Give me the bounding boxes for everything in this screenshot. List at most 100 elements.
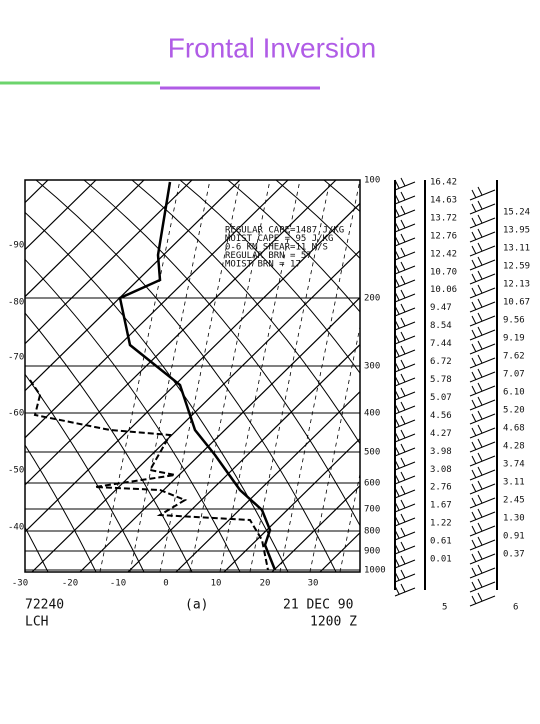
dry-adiabat	[25, 444, 97, 572]
mixing-ratio	[309, 324, 360, 572]
dry-adiabat	[25, 373, 145, 572]
index-text: MOIST BRN = 17	[225, 260, 301, 270]
column2-value: 2.45	[503, 496, 525, 506]
barb	[394, 205, 416, 219]
column1-value: 7.44	[430, 339, 452, 349]
barb	[469, 214, 496, 229]
barb	[469, 550, 496, 565]
column1-value: 2.76	[430, 483, 452, 493]
barb	[394, 387, 416, 401]
barb	[394, 177, 416, 191]
barb	[394, 457, 416, 471]
barb	[469, 508, 496, 523]
column1-value: 4.27	[430, 429, 452, 439]
isotherm	[175, 390, 360, 572]
barb	[394, 429, 416, 443]
isotherm	[25, 180, 97, 251]
column2-value: 13.95	[503, 226, 530, 236]
isotherm	[25, 202, 360, 533]
column2-value: 5.20	[503, 406, 525, 416]
barb	[394, 401, 416, 415]
pressure-label: 700	[364, 505, 380, 515]
barb	[469, 298, 496, 313]
barb	[394, 499, 416, 513]
barb	[469, 466, 496, 481]
pressure-label: 900	[364, 547, 380, 557]
temperature-label: -20	[62, 579, 78, 589]
barb	[469, 522, 496, 537]
barb	[394, 513, 416, 527]
barb	[469, 438, 496, 453]
barb	[469, 592, 496, 607]
pressure-label: 200	[364, 294, 380, 304]
station: 72240	[25, 598, 64, 613]
column1-value: 5.07	[430, 393, 452, 403]
barb	[469, 480, 496, 495]
column2-value: 6	[513, 603, 518, 613]
temperature-label: -40	[8, 523, 24, 533]
barb	[469, 424, 496, 439]
isotherm	[127, 343, 360, 572]
dry-adiabat	[131, 180, 360, 445]
barb	[469, 368, 496, 383]
mixing-ratio	[189, 180, 271, 572]
temperature-label: -50	[8, 466, 24, 476]
column1-value: 12.42	[430, 249, 457, 259]
barb	[394, 443, 416, 457]
column1-value: 12.76	[430, 231, 457, 241]
column1-value: 3.08	[430, 465, 452, 475]
column1-value: 8.54	[430, 321, 452, 331]
column1-value: 14.63	[430, 195, 457, 205]
barb	[469, 326, 496, 341]
barb	[394, 303, 416, 317]
column1-value: 13.72	[430, 213, 457, 223]
dewpoint-profile	[29, 379, 269, 571]
time: 1200 Z	[310, 615, 357, 630]
barb	[469, 186, 496, 201]
mixing-ratio	[279, 180, 360, 572]
temperature-label: -80	[8, 298, 24, 308]
mixing-ratio	[339, 471, 360, 572]
barb	[394, 555, 416, 569]
barb	[469, 494, 496, 509]
column2-value: 3.11	[503, 478, 525, 488]
barb	[469, 410, 496, 425]
isotherm	[25, 180, 193, 345]
barb	[394, 233, 416, 247]
barb	[469, 270, 496, 285]
column2-value: 12.13	[503, 280, 530, 290]
index-text: MOIST CAPE = 95 J/KG	[225, 234, 333, 244]
isotherm	[79, 296, 360, 572]
dry-adiabat	[179, 180, 360, 374]
pressure-label: 500	[364, 448, 380, 458]
column2-value: 4.28	[503, 442, 525, 452]
barb	[394, 191, 416, 205]
temperature-label: 10	[211, 579, 222, 589]
barb	[469, 256, 496, 271]
column1-value: 4.56	[430, 411, 452, 421]
slide-title: Frontal Inversion	[168, 32, 377, 63]
isotherm	[31, 249, 360, 572]
temperature-label: 30	[308, 579, 319, 589]
column2-value: 0.37	[503, 550, 525, 560]
pressure-label: 600	[364, 479, 380, 489]
column1-value: 5	[442, 603, 447, 613]
dry-adiabat	[25, 312, 193, 572]
barb	[394, 485, 416, 499]
barb	[394, 289, 416, 303]
column2-value: 6.10	[503, 388, 525, 398]
column1-value: 3.98	[430, 447, 452, 457]
barb	[469, 396, 496, 411]
index-text: REGULAR BRN = 57	[225, 251, 312, 261]
column1-value: 10.06	[430, 285, 457, 295]
column2-value: 12.59	[503, 262, 530, 272]
barb	[394, 569, 416, 583]
temperature-label: -60	[8, 409, 24, 419]
dry-adiabat	[227, 180, 360, 313]
column2-value: 9.19	[503, 334, 525, 344]
temperature-label: -30	[12, 579, 28, 589]
wind-barbs	[394, 177, 496, 607]
column1-value: 9.47	[430, 303, 452, 313]
column2-value: 7.62	[503, 352, 525, 362]
column1-value: 0.01	[430, 555, 452, 565]
